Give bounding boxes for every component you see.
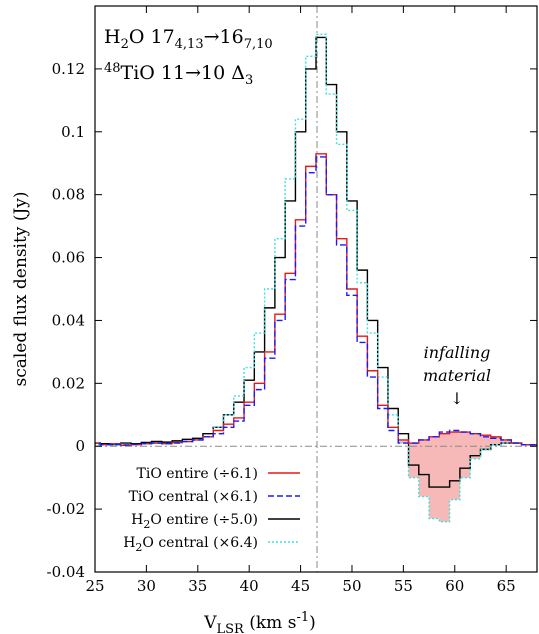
x-tick-label: 60 — [445, 577, 464, 595]
legend: TiO entire (÷6.1) TiO central (×6.1) H2O e… — [123, 466, 300, 554]
y-tick-label: 0.08 — [52, 186, 85, 204]
series-layer — [95, 33, 537, 523]
x-tick-label: 30 — [137, 577, 156, 595]
x-tick-label: 65 — [497, 577, 516, 595]
y-axis-title: scaled flux density (Jy) — [11, 191, 31, 386]
ticks-layer: 25 30 35 40 45 50 55 60 65 -0.04 -0.02 0 0.02 0.04 0.0… — [47, 6, 537, 595]
y-tick-label: 0.1 — [61, 123, 85, 141]
series-line-2 — [95, 36, 537, 488]
absorption-fill-layer — [398, 432, 512, 522]
legend-label-3: H2O central (×6.4) — [123, 535, 258, 554]
legend-label-2: H2O entire (÷5.0) — [131, 512, 258, 531]
x-tick-label: 25 — [85, 577, 104, 595]
plot-frame — [94, 5, 538, 573]
x-tick-label: 55 — [394, 577, 413, 595]
y-tick-label: -0.02 — [47, 500, 85, 518]
series-line-0 — [95, 153, 537, 446]
y-tick-label: 0.12 — [52, 60, 85, 78]
x-tick-label: 45 — [291, 577, 310, 595]
y-tick-label: 0 — [75, 437, 85, 455]
series-line-1 — [95, 156, 537, 446]
y-tick-label: 0.02 — [52, 374, 85, 392]
legend-label-1: TiO central (×6.1) — [129, 489, 258, 505]
x-tick-label: 40 — [240, 577, 259, 595]
absorption-fill — [398, 432, 512, 522]
annotation-infalling: infalling — [424, 343, 491, 362]
chart-title-line1: H2O 174,13→167,10 — [104, 26, 273, 52]
annotation-material: material — [423, 366, 491, 385]
x-tick-label: 50 — [342, 577, 361, 595]
x-tick-label: 35 — [188, 577, 207, 595]
y-tick-label: 0.06 — [52, 249, 85, 267]
y-tick-label: 0.04 — [52, 311, 85, 329]
series-line-3 — [95, 33, 537, 523]
x-axis-title: VLSR (km s-1) — [203, 610, 316, 634]
y-tick-label: -0.04 — [47, 563, 85, 581]
chart-title-line2: 48TiO 11→10 Δ3 — [104, 61, 253, 88]
annotation-arrow-icon: ↓ — [450, 389, 463, 408]
legend-label-0: TiO entire (÷6.1) — [137, 466, 259, 482]
